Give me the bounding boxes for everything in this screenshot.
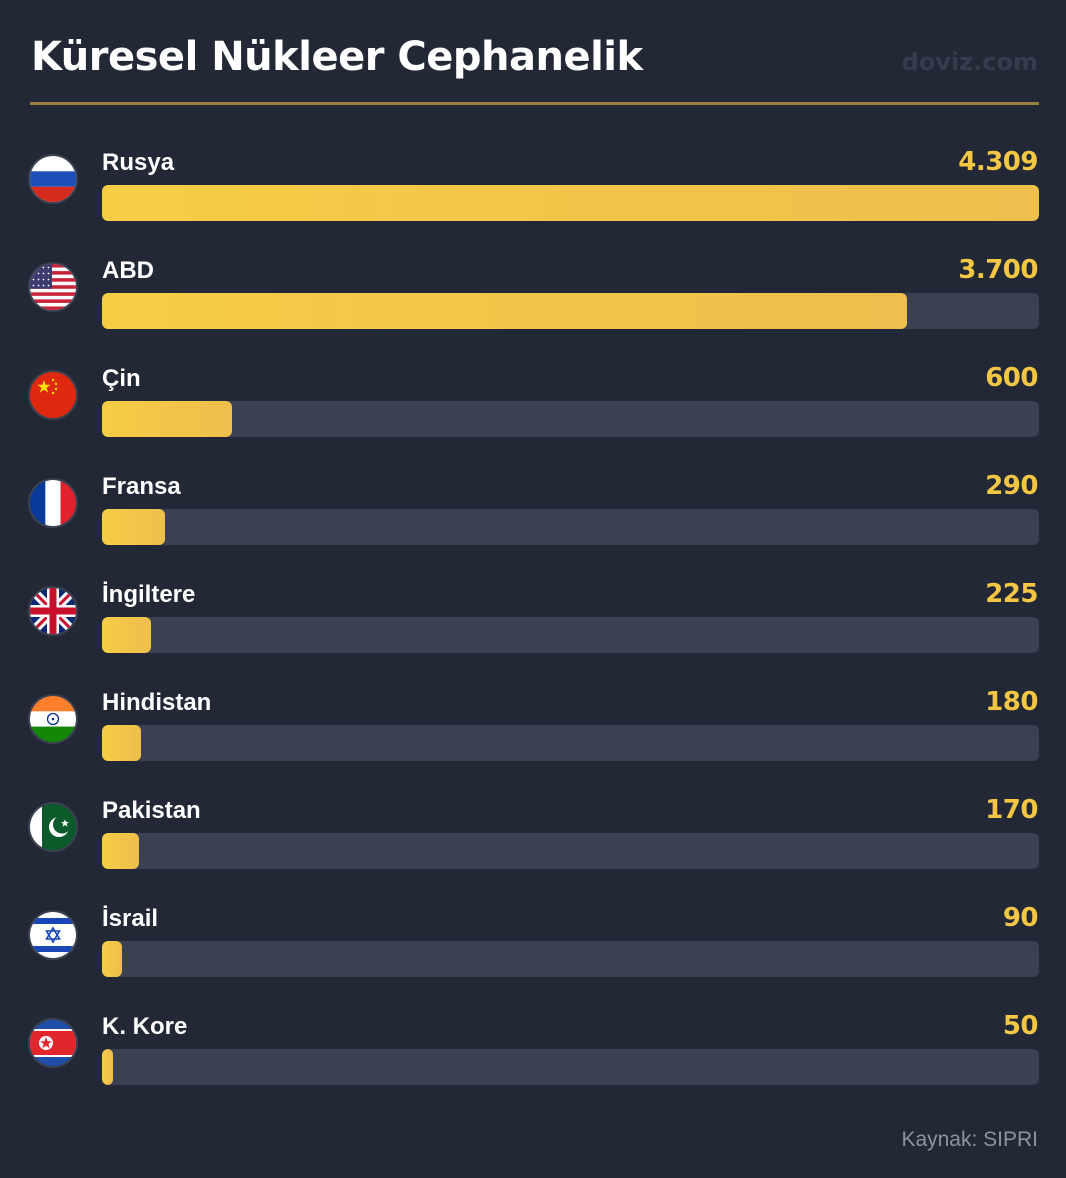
bar-value-label: 4.309 — [958, 147, 1038, 177]
bar-category-label: ABD — [102, 257, 154, 284]
bar-track — [102, 617, 1039, 653]
usa-flag-icon — [30, 264, 76, 310]
bar-row: Rusya 4.309 — [0, 147, 1066, 255]
title-divider — [30, 102, 1039, 105]
bar-row: K. Kore 50 — [0, 1011, 1066, 1119]
bar-category-label: İsrail — [102, 905, 159, 932]
bar-category-label: K. Kore — [102, 1013, 188, 1040]
bar-value-label: 290 — [985, 471, 1038, 501]
bar-value-label: 90 — [1002, 903, 1039, 933]
bar — [102, 725, 141, 761]
bar-row: ABD 3.700 — [0, 255, 1066, 363]
bar-row: Pakistan 170 — [0, 795, 1066, 903]
bar — [102, 617, 151, 653]
bar-track — [102, 401, 1039, 437]
russia-flag-icon — [30, 156, 76, 202]
bar — [102, 1049, 113, 1085]
bar-track — [102, 1049, 1039, 1085]
bar — [102, 509, 165, 545]
bar-track — [102, 509, 1039, 545]
bar-track — [102, 833, 1039, 869]
france-flag-icon — [30, 480, 76, 526]
bar-track — [102, 293, 1039, 329]
bar-value-label: 180 — [985, 687, 1038, 717]
bar-row: Hindistan 180 — [0, 687, 1066, 795]
bar-value-label: 225 — [985, 579, 1038, 609]
bar — [102, 185, 1039, 221]
bar-value-label: 600 — [985, 363, 1038, 393]
bar-category-label: Pakistan — [102, 797, 201, 824]
brand-watermark: doviz.com — [901, 48, 1038, 76]
bar-track — [102, 725, 1039, 761]
bar-value-label: 3.700 — [958, 255, 1038, 285]
bar-value-label: 50 — [1002, 1011, 1039, 1041]
bar-value-label: 170 — [985, 795, 1038, 825]
bar — [102, 401, 232, 437]
pakistan-flag-icon — [30, 804, 76, 850]
bar-category-label: Çin — [102, 365, 141, 392]
bar — [102, 293, 907, 329]
india-flag-icon — [30, 696, 76, 742]
bar — [102, 833, 139, 869]
bar-category-label: Fransa — [102, 473, 181, 500]
north-korea-flag-icon — [30, 1020, 76, 1066]
source-note: Kaynak: SIPRI — [901, 1128, 1038, 1151]
bar-category-label: Hindistan — [102, 689, 212, 716]
china-flag-icon — [30, 372, 76, 418]
bar-row: Fransa 290 — [0, 471, 1066, 579]
bar-row: İngiltere 225 — [0, 579, 1066, 687]
chart-title: Küresel Nükleer Cephanelik — [31, 34, 643, 80]
bar-row: Çin 600 — [0, 363, 1066, 471]
bar-track — [102, 185, 1039, 221]
israel-flag-icon — [30, 912, 76, 958]
uk-flag-icon — [30, 588, 76, 634]
bar-row: İsrail 90 — [0, 903, 1066, 1011]
bar — [102, 941, 122, 977]
bar-track — [102, 941, 1039, 977]
bar-category-label: İngiltere — [102, 581, 196, 608]
bar-category-label: Rusya — [102, 149, 175, 176]
